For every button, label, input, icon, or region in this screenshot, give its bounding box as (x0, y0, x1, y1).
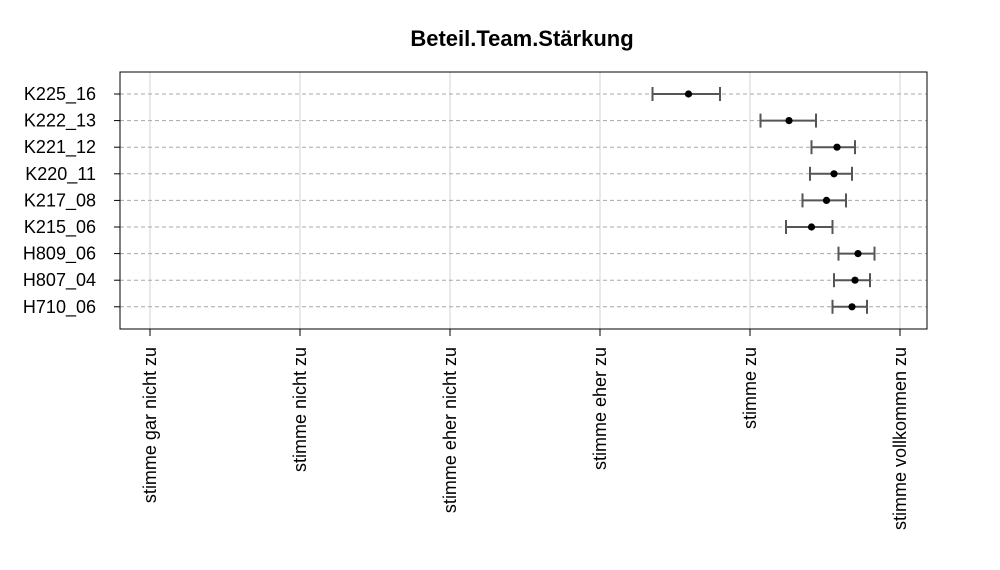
x-axis: stimme gar nicht zu stimme nicht zu stimme… (140, 329, 910, 530)
data-point (785, 117, 793, 125)
y-tick-label: K215_06 (24, 217, 96, 238)
rows-layer: K225_16 K222_13 K221_12 K220_11 K217_08 K215_… (23, 84, 927, 318)
data-point (830, 170, 838, 178)
chart-title: Beteil.Team.Stärkung (410, 26, 633, 51)
x-tick-label: stimme zu (740, 347, 760, 429)
y-tick-label: K221_12 (24, 137, 96, 158)
x-tick-label: stimme nicht zu (290, 347, 310, 472)
x-tick-label: stimme eher nicht zu (440, 347, 460, 513)
y-tick-label: K217_08 (24, 190, 96, 211)
x-tick-label: stimme vollkommen zu (890, 347, 910, 530)
plot-frame (119, 71, 928, 330)
y-tick-label: H807_04 (23, 270, 96, 291)
y-tick-label: K220_11 (25, 164, 96, 185)
data-point (807, 223, 816, 231)
y-tick-label: K225_16 (24, 84, 96, 105)
x-tick-label: stimme gar nicht zu (140, 347, 160, 503)
data-point (822, 196, 831, 204)
data-point (854, 250, 862, 258)
y-tick-label: H710_06 (23, 297, 96, 318)
data-point (833, 143, 841, 151)
y-tick-label: H809_06 (23, 244, 96, 265)
y-tick-label: K222_13 (24, 111, 96, 132)
data-point (684, 90, 693, 98)
data-point (848, 303, 856, 311)
x-tick-label: stimme eher zu (590, 347, 610, 470)
data-point (851, 276, 859, 284)
